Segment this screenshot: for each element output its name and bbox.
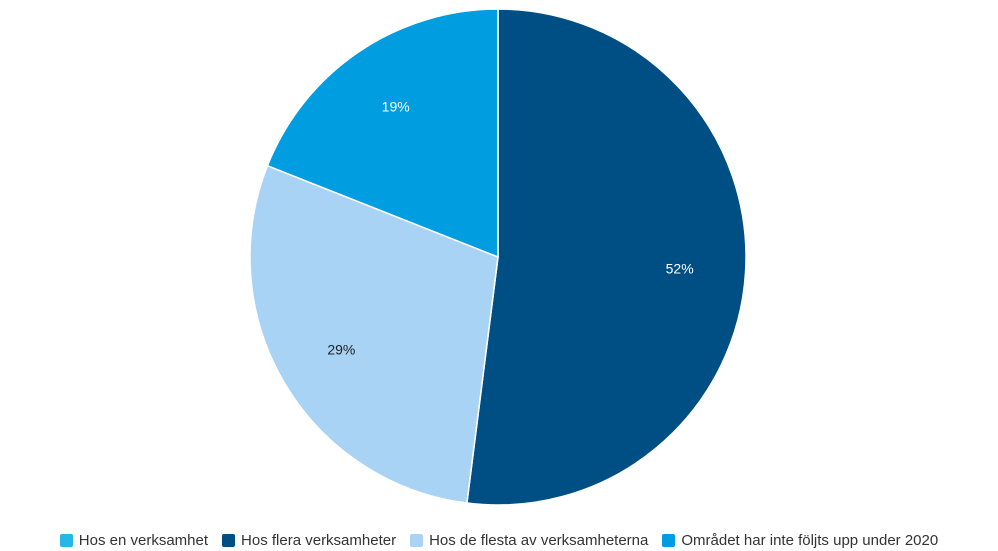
legend-label-4: Området har inte följts upp under 2020 [681, 531, 939, 549]
data-label-4: 19% [382, 98, 410, 114]
legend-item-2[interactable]: Hos flera verksamheter [222, 532, 396, 549]
legend-item-4[interactable]: Området har inte följts upp under 2020 [662, 532, 938, 549]
data-label-2: 52% [666, 260, 694, 276]
pie-slices [249, 8, 747, 506]
pie-data-labels: 52% 29% 19% [327, 98, 693, 357]
pie-chart: 52% 29% 19% [249, 8, 747, 506]
pie-slice-3[interactable] [249, 164, 499, 504]
legend: Hos en verksamhet Hos flera verksamheter… [0, 529, 998, 551]
legend-swatch-2 [222, 533, 236, 547]
data-label-3: 29% [327, 342, 355, 358]
pie-slice-2[interactable] [466, 8, 747, 506]
legend-item-1[interactable]: Hos en verksamhet [59, 531, 209, 549]
pie-slice-4[interactable] [266, 8, 499, 259]
legend-swatch-4 [662, 533, 676, 547]
legend-swatch-3 [410, 533, 424, 547]
legend-label-2: Hos flera verksamheter [241, 531, 397, 549]
legend-label-1: Hos en verksamhet [78, 531, 209, 549]
legend-label-3: Hos de flesta av verksamheterna [429, 531, 649, 549]
legend-swatch-1 [59, 533, 73, 547]
legend-item-3[interactable]: Hos de flesta av verksamheterna [410, 532, 648, 549]
